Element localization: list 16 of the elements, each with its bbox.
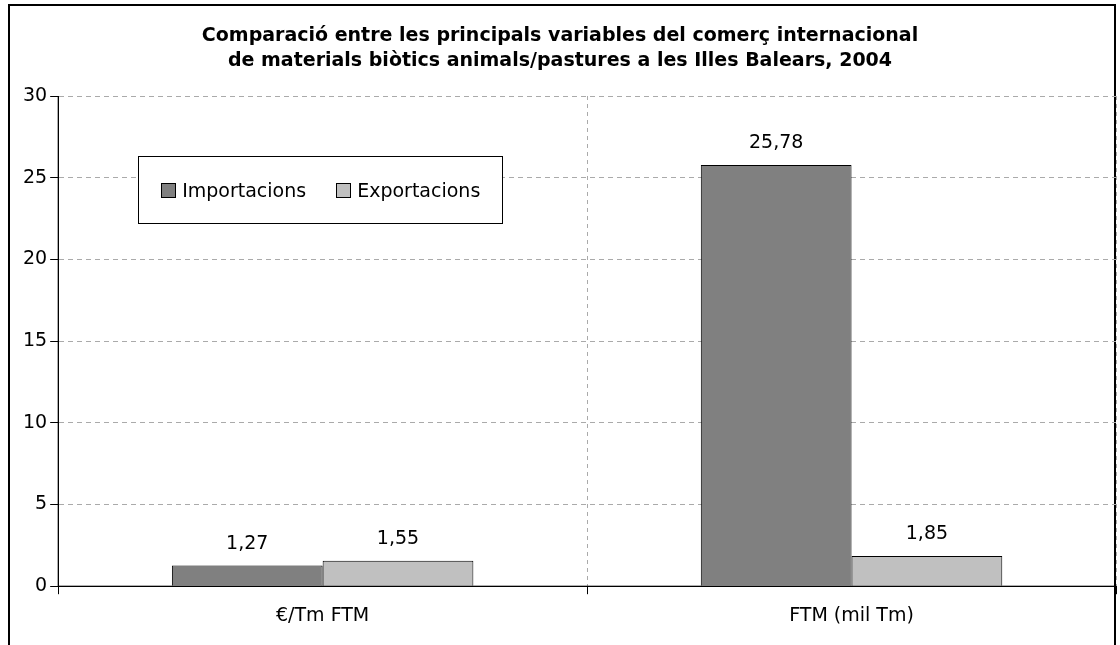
y-tick-label: 10 [22,409,48,432]
data-label: 1,55 [376,526,420,549]
data-label: 1,27 [226,530,269,553]
y-tick-label: 30 [22,82,48,105]
legend-label: Importacions [182,179,307,201]
data-label: 1,85 [905,521,949,544]
y-tick-label: 15 [22,328,48,351]
y-tick-label: 0 [35,573,48,596]
y-tick-label: 25 [22,164,48,187]
x-tick-label: €/Tm FTM [276,602,370,625]
chart-title: Comparació entre les principals variables del comerç internacional de materials biòtics animals/pastures a les Illes Balears, 2004 [200,22,920,72]
x-tick-label: FTM (mil Tm) [789,602,914,625]
y-tick-label: 5 [35,491,48,514]
y-tick-label: 20 [22,246,48,269]
data-label: 25,78 [748,130,804,153]
legend-label: Exportacions [357,179,481,201]
